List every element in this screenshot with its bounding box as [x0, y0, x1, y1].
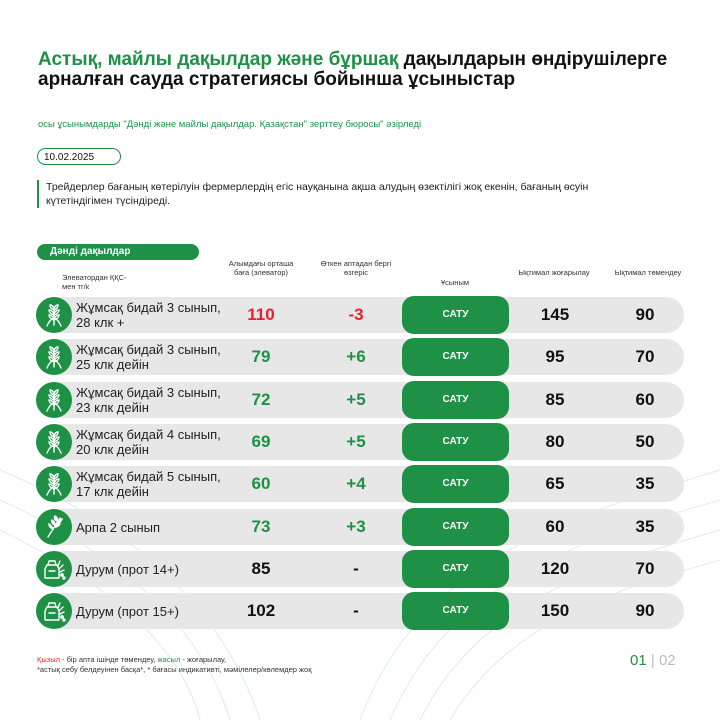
avg-price: 72 [251, 390, 271, 409]
crop-name: Дурум (прот 14+) [76, 551, 226, 587]
header-up: Ықтимал жоғарылау [518, 268, 590, 277]
avg-price: 79 [251, 347, 271, 366]
crop-name: Дурум (прот 15+) [76, 593, 226, 629]
wheat-icon [36, 424, 72, 460]
weekly-change: - [353, 601, 359, 620]
market-note: Трейдерлер бағаның көтерілуін фермерлерд… [37, 180, 606, 208]
grain-sack-icon [36, 551, 72, 587]
weekly-change: +3 [346, 517, 366, 536]
avg-price: 73 [251, 517, 271, 536]
footnote-green-word: жасыл [157, 655, 181, 664]
possible-increase: 85 [545, 390, 565, 409]
footnote-line-2: *астық себу белдеуінен басқа*, * бағасы … [37, 665, 312, 674]
avg-price: 60 [251, 474, 271, 493]
possible-increase: 145 [540, 305, 570, 324]
sell-button[interactable]: САТУ [402, 592, 509, 630]
sell-button[interactable]: САТУ [402, 296, 509, 334]
possible-decrease: 90 [635, 601, 655, 620]
possible-increase: 95 [545, 347, 565, 366]
weekly-change: +6 [346, 347, 366, 366]
avg-price: 110 [247, 305, 275, 324]
grain-sack-icon [36, 593, 72, 629]
crop-name-text: Жұмсақ бидай 3 сынып, 23 клк дейін [76, 385, 221, 415]
table-row: Арпа 2 сынып 73 +3 САТУ 60 35 [36, 508, 684, 546]
sell-button[interactable]: САТУ [402, 465, 509, 503]
header-recommendation: Ұсыным [440, 278, 469, 287]
sell-button[interactable]: САТУ [402, 338, 509, 376]
table-row: Жұмсақ бидай 3 сынып, 28 клк + 110 -3 САТУ 1… [36, 296, 684, 334]
possible-decrease: 70 [635, 559, 655, 578]
wheat-icon [36, 466, 72, 502]
wheat-icon [36, 297, 72, 333]
header-down: Ықтимал төмендеу [614, 268, 682, 277]
crop-name-text: Жұмсақ бидай 5 сынып, 17 клк дейін [76, 469, 221, 499]
weekly-change: +5 [346, 390, 366, 409]
possible-increase: 60 [545, 517, 565, 536]
table-row: Жұмсақ бидай 5 сынып, 17 клк дейін 60 +4 СА… [36, 465, 684, 503]
footnote-red-word: Қызыл [37, 655, 60, 664]
header-culture: Элеватордан ҚҚС-мен тг/к [62, 273, 127, 291]
possible-decrease: 35 [635, 517, 655, 536]
crop-name: Жұмсақ бидай 3 сынып, 28 клк + [76, 297, 226, 333]
sell-button[interactable]: САТУ [402, 508, 509, 546]
crop-name-text: Жұмсақ бидай 4 сынып, 20 клк дейін [76, 427, 221, 457]
possible-decrease: 70 [635, 347, 655, 366]
crop-name-text: Дурум (прот 14+) [76, 561, 179, 577]
wheat-icon [36, 382, 72, 418]
footnote: Қызыл - бір апта ішінде төмендеу, жасыл … [37, 655, 312, 675]
weekly-change: - [353, 559, 359, 578]
sell-button[interactable]: САТУ [402, 381, 509, 419]
avg-price: 85 [251, 559, 271, 578]
page-indicator: 01 | 02 [630, 652, 676, 669]
possible-increase: 150 [540, 601, 570, 620]
crop-name: Арпа 2 сынып [76, 509, 226, 545]
crop-name-text: Жұмсақ бидай 3 сынып, 28 клк + [76, 300, 221, 330]
wheat-icon [36, 339, 72, 375]
crop-name-text: Арпа 2 сынып [76, 519, 161, 535]
barley-icon [36, 509, 72, 545]
header-change: Өткен аптадан бергі өзгеріс [320, 259, 392, 277]
possible-increase: 65 [545, 474, 565, 493]
avg-price: 69 [251, 432, 271, 451]
page-separator: | [650, 652, 655, 669]
header-price: Алымдағы орташа баға (элеватор) [228, 259, 294, 277]
section-label: Дәнді дақылдар [37, 244, 199, 260]
page-subtitle: осы ұсынымдарды "Дәнді және майлы дақылд… [38, 119, 422, 130]
possible-increase: 80 [545, 432, 565, 451]
crop-name: Жұмсақ бидай 3 сынып, 23 клк дейін [76, 382, 226, 418]
crop-name-text: Жұмсақ бидай 3 сынып, 25 клк дейін [76, 342, 221, 372]
page-other[interactable]: 02 [658, 652, 676, 669]
possible-increase: 120 [540, 559, 570, 578]
table-row: Жұмсақ бидай 4 сынып, 20 клк дейін 69 +5 СА… [36, 423, 684, 461]
weekly-change: -3 [348, 305, 364, 324]
crop-name: Жұмсақ бидай 4 сынып, 20 клк дейін [76, 424, 226, 460]
crop-name: Жұмсақ бидай 3 сынып, 25 клк дейін [76, 339, 226, 375]
possible-decrease: 50 [635, 432, 655, 451]
table-row: Дурум (прот 15+) 102 - САТУ 150 90 [36, 592, 684, 630]
weekly-change: +5 [346, 432, 366, 451]
possible-decrease: 35 [635, 474, 655, 493]
footnote-text-2: - жоғарылау, [180, 655, 227, 664]
title-rest: дақылдарын өндірушілерге арналған сауда … [38, 49, 668, 90]
avg-price: 102 [246, 601, 276, 620]
table-row: Жұмсақ бидай 3 сынып, 23 клк дейін 72 +5 СА… [36, 381, 684, 419]
crop-name-text: Дурум (прот 15+) [76, 603, 179, 619]
title-highlight: Астық, майлы дақылдар және бұршақ [38, 49, 399, 70]
page-title: Астық, майлы дақылдар және бұршақ дақылд… [38, 50, 698, 90]
table-row: Жұмсақ бидай 3 сынып, 25 клк дейін 79 +6 СА… [36, 338, 684, 376]
page-current[interactable]: 01 [630, 652, 647, 669]
crop-name: Жұмсақ бидай 5 сынып, 17 клк дейін [76, 466, 226, 502]
possible-decrease: 60 [635, 390, 655, 409]
table-row: Дурум (прот 14+) 85 - САТУ 120 70 [36, 550, 684, 588]
footnote-text-1: - бір апта ішінде төмендеу, [59, 655, 158, 664]
sell-button[interactable]: САТУ [402, 423, 509, 461]
weekly-change: +4 [346, 474, 366, 493]
date-badge: 10.02.2025 [37, 148, 121, 165]
sell-button[interactable]: САТУ [402, 550, 509, 588]
possible-decrease: 90 [635, 305, 655, 324]
